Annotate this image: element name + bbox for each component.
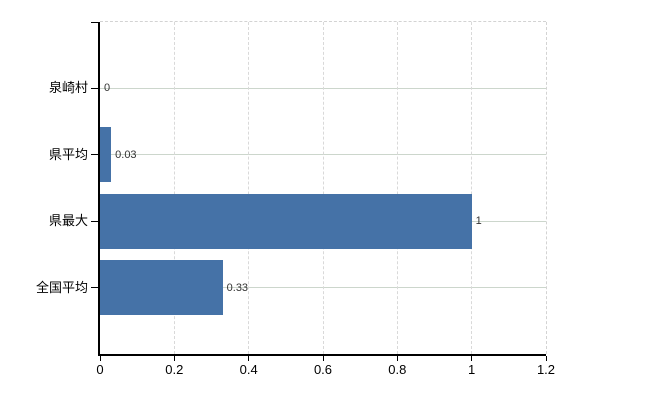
x-axis-tick bbox=[99, 356, 101, 361]
x-tick-label: 1 bbox=[468, 362, 476, 377]
y-axis-tick bbox=[91, 220, 98, 222]
x-axis-line bbox=[98, 354, 546, 356]
x-axis-tick bbox=[471, 356, 473, 361]
y-axis-end-tick bbox=[91, 22, 98, 23]
y-axis-line bbox=[98, 22, 100, 356]
x-axis-tick bbox=[545, 356, 547, 361]
x-axis-tick bbox=[173, 356, 175, 361]
vertical-gridline bbox=[396, 22, 398, 354]
x-tick-label: 0 bbox=[96, 362, 104, 377]
y-axis-tick bbox=[91, 87, 98, 89]
x-tick-label: 1.2 bbox=[536, 362, 556, 377]
value-label: 0 bbox=[104, 82, 111, 95]
y-axis-tick bbox=[91, 287, 98, 289]
vertical-gridline bbox=[248, 22, 250, 354]
plot-border-top bbox=[100, 21, 546, 22]
x-axis-tick bbox=[248, 356, 250, 361]
category-label-泉崎村: 泉崎村 bbox=[48, 80, 88, 96]
category-label-全国平均: 全国平均 bbox=[35, 279, 88, 295]
x-axis-tick bbox=[322, 356, 324, 361]
x-tick-label: 0.4 bbox=[239, 362, 258, 377]
x-tick-label: 0.6 bbox=[313, 362, 333, 377]
bar-県最大 bbox=[100, 193, 472, 249]
value-label: 0.33 bbox=[226, 281, 249, 294]
x-axis-tick bbox=[396, 356, 398, 361]
x-tick-label: 0.8 bbox=[388, 362, 407, 377]
vertical-gridline bbox=[173, 22, 175, 354]
bar-全国平均 bbox=[100, 260, 223, 316]
category-label-県最大: 県最大 bbox=[48, 213, 88, 229]
x-tick-label: 0.2 bbox=[165, 362, 184, 377]
category-label-県平均: 県平均 bbox=[48, 146, 88, 162]
value-label: 0.03 bbox=[115, 148, 137, 161]
vertical-gridline bbox=[471, 22, 473, 354]
bar-県平均 bbox=[100, 127, 112, 183]
y-axis-tick bbox=[91, 154, 98, 156]
plot-border-right bbox=[546, 22, 547, 354]
vertical-gridline bbox=[322, 22, 324, 354]
value-label: 1 bbox=[475, 215, 482, 228]
